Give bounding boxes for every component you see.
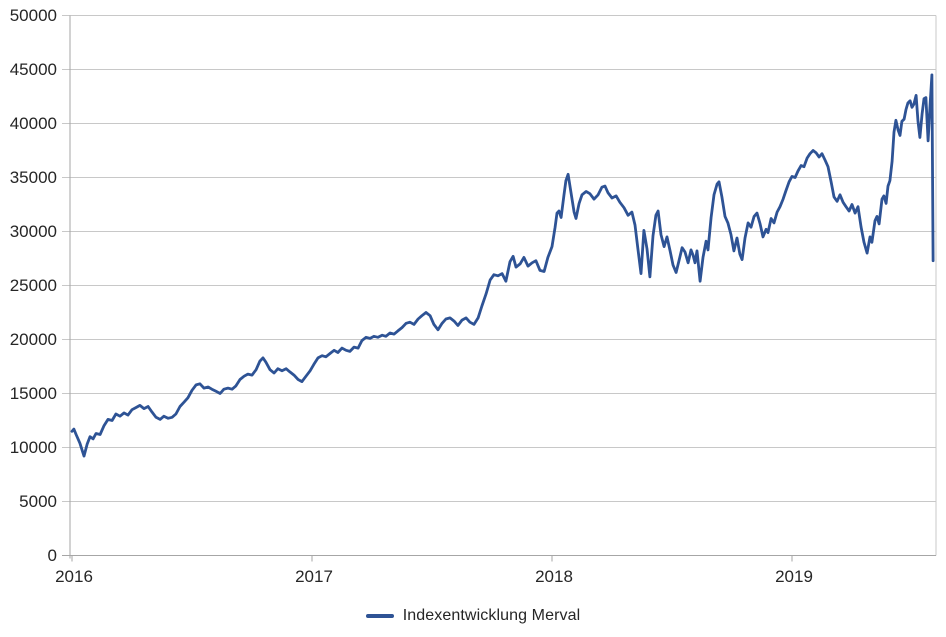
legend-line-swatch [365,614,394,618]
legend: Indexentwicklung Merval [0,607,946,625]
legend-label: Indexentwicklung Merval [402,607,581,624]
y-tick-label: 10000 [10,438,57,457]
y-tick-label: 45000 [10,60,57,79]
y-tick-label: 5000 [19,492,57,511]
y-tick-label: 20000 [10,330,57,349]
x-tick-label: 2017 [295,567,333,586]
x-tick-label: 2018 [535,567,573,586]
y-tick-label: 40000 [10,114,57,133]
y-tick-label: 15000 [10,384,57,403]
y-tick-label: 50000 [10,6,57,25]
y-tick-label: 30000 [10,222,57,241]
x-tick-label: 2019 [775,567,813,586]
x-tick-label: 2016 [55,567,93,586]
y-tick-label: 25000 [10,276,57,295]
y-tick-label: 0 [48,546,57,565]
series-line-indexentwicklung-merval [70,73,935,458]
y-tick-label: 35000 [10,168,57,187]
